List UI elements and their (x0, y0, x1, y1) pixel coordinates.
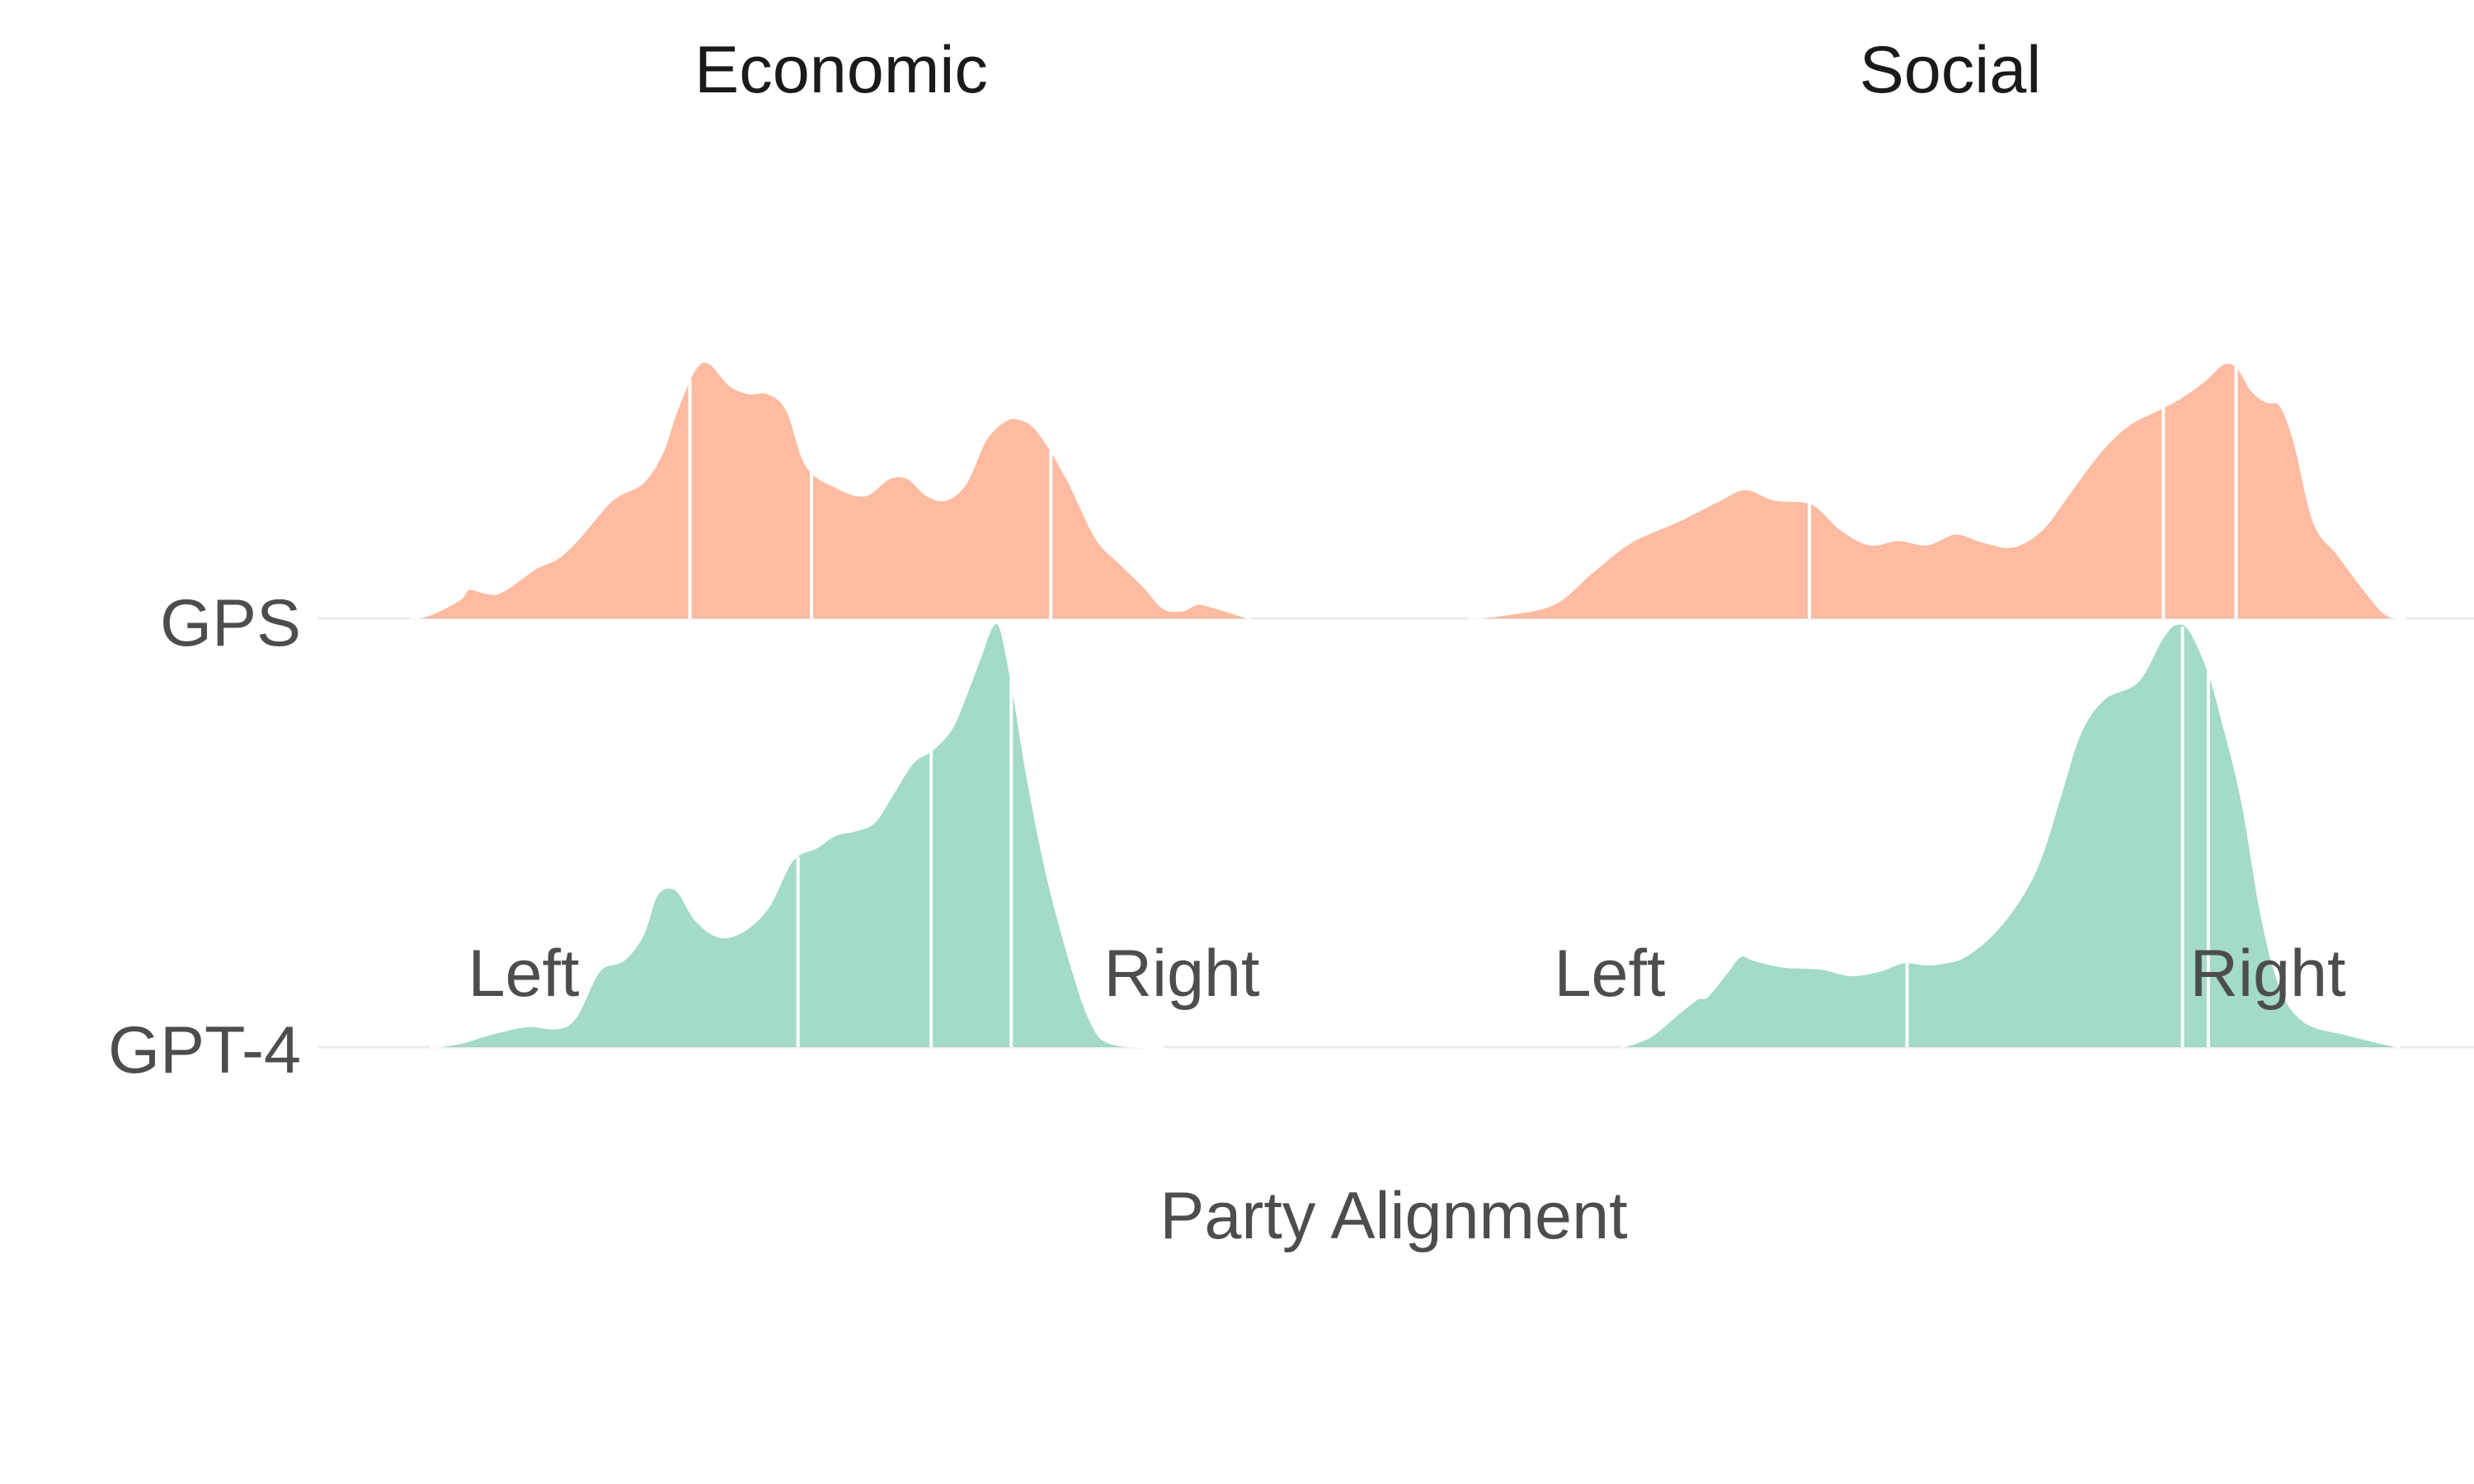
density-economic-gps (411, 361, 1251, 618)
density-social-gpt4 (1620, 622, 2401, 1047)
density-outline-social-gpt4 (1620, 621, 2401, 1049)
annotation-left-economic: Left (468, 937, 579, 1011)
density-outline-economic-gps (411, 359, 1251, 620)
density-outline-economic-gpt4 (430, 620, 1164, 1049)
annotation-right-economic: Right (1103, 937, 1259, 1011)
row-label-gpt4: GPT-4 (108, 1013, 301, 1087)
panels-layer: Economic Left Right Social Left Right (317, 33, 2474, 1049)
density-economic-gpt4 (430, 622, 1164, 1047)
panel-title-economic: Economic (694, 33, 988, 107)
row-label-gps: GPS (160, 586, 301, 660)
annotation-right-social: Right (2189, 937, 2345, 1011)
panel-title-social: Social (1860, 33, 2042, 107)
density-social-gps (1468, 362, 2406, 618)
x-axis-title: Party Alignment (1159, 1179, 1627, 1253)
annotation-left-social: Left (1554, 937, 1665, 1011)
density-outline-social-gps (1467, 360, 2406, 620)
